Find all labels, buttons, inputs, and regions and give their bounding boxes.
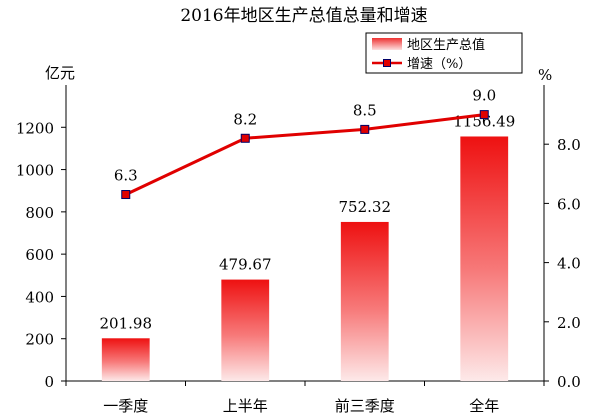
growth-point bbox=[479, 110, 489, 120]
y-right-tick-label: 4.0 bbox=[557, 255, 581, 273]
bar bbox=[340, 221, 389, 381]
y-left-unit: 亿元 bbox=[45, 64, 75, 82]
y-left-tick-label: 600 bbox=[25, 246, 54, 264]
y-right-tick-label: 8.0 bbox=[557, 136, 581, 154]
bar-value-label: 201.98 bbox=[100, 314, 153, 332]
bars bbox=[101, 136, 509, 381]
bar-value-label: 479.67 bbox=[219, 256, 272, 274]
growth-value-label: 8.2 bbox=[233, 110, 257, 128]
y-right-ticks: 0.0 2.0 4.0 6.0 8.0 bbox=[543, 85, 581, 391]
legend-line-label: 增速（%） bbox=[407, 57, 471, 72]
y-left-ticks: 0 200 400 600 800 1000 1200 bbox=[16, 85, 67, 391]
y-right-tick-label: 2.0 bbox=[557, 314, 581, 332]
category-labels: 一季度 上半年 前三季度 全年 bbox=[103, 397, 499, 415]
y-right-tick-label: 6.0 bbox=[557, 195, 581, 213]
chart-title: 2016年地区生产总值总量和增速 bbox=[180, 6, 427, 26]
category-label: 上半年 bbox=[223, 397, 268, 415]
legend: 地区生产总值 增速（%） bbox=[365, 32, 523, 74]
growth-line bbox=[125, 113, 485, 196]
y-left-tick-label: 200 bbox=[25, 331, 54, 349]
y-left-tick-label: 800 bbox=[25, 204, 54, 222]
line-labels: 6.3 8.2 8.5 9.0 bbox=[114, 87, 496, 185]
growth-value-label: 6.3 bbox=[114, 167, 138, 185]
bar bbox=[101, 338, 150, 381]
line-series bbox=[121, 110, 489, 200]
legend-line-marker bbox=[383, 59, 391, 67]
growth-point bbox=[360, 124, 370, 134]
x-ticks bbox=[65, 381, 545, 386]
bar bbox=[221, 279, 270, 381]
growth-point bbox=[240, 133, 250, 143]
legend-bar-label: 地区生产总值 bbox=[407, 37, 485, 53]
growth-point bbox=[121, 190, 131, 200]
bar bbox=[460, 136, 509, 381]
bar-value-label: 752.32 bbox=[339, 198, 392, 216]
y-left-tick-label: 1000 bbox=[16, 162, 54, 180]
category-label: 前三季度 bbox=[335, 397, 395, 415]
growth-value-label: 8.5 bbox=[353, 101, 377, 119]
y-right-tick-label: 0.0 bbox=[557, 373, 581, 391]
y-left-tick-label: 0 bbox=[44, 373, 54, 391]
y-right-unit: % bbox=[538, 66, 552, 84]
category-label: 一季度 bbox=[103, 397, 148, 415]
y-left-tick-label: 400 bbox=[25, 288, 54, 306]
y-left-tick-label: 1200 bbox=[16, 119, 54, 137]
category-label: 全年 bbox=[469, 397, 499, 415]
legend-bar-swatch bbox=[372, 38, 402, 50]
growth-value-label: 9.0 bbox=[472, 87, 496, 105]
